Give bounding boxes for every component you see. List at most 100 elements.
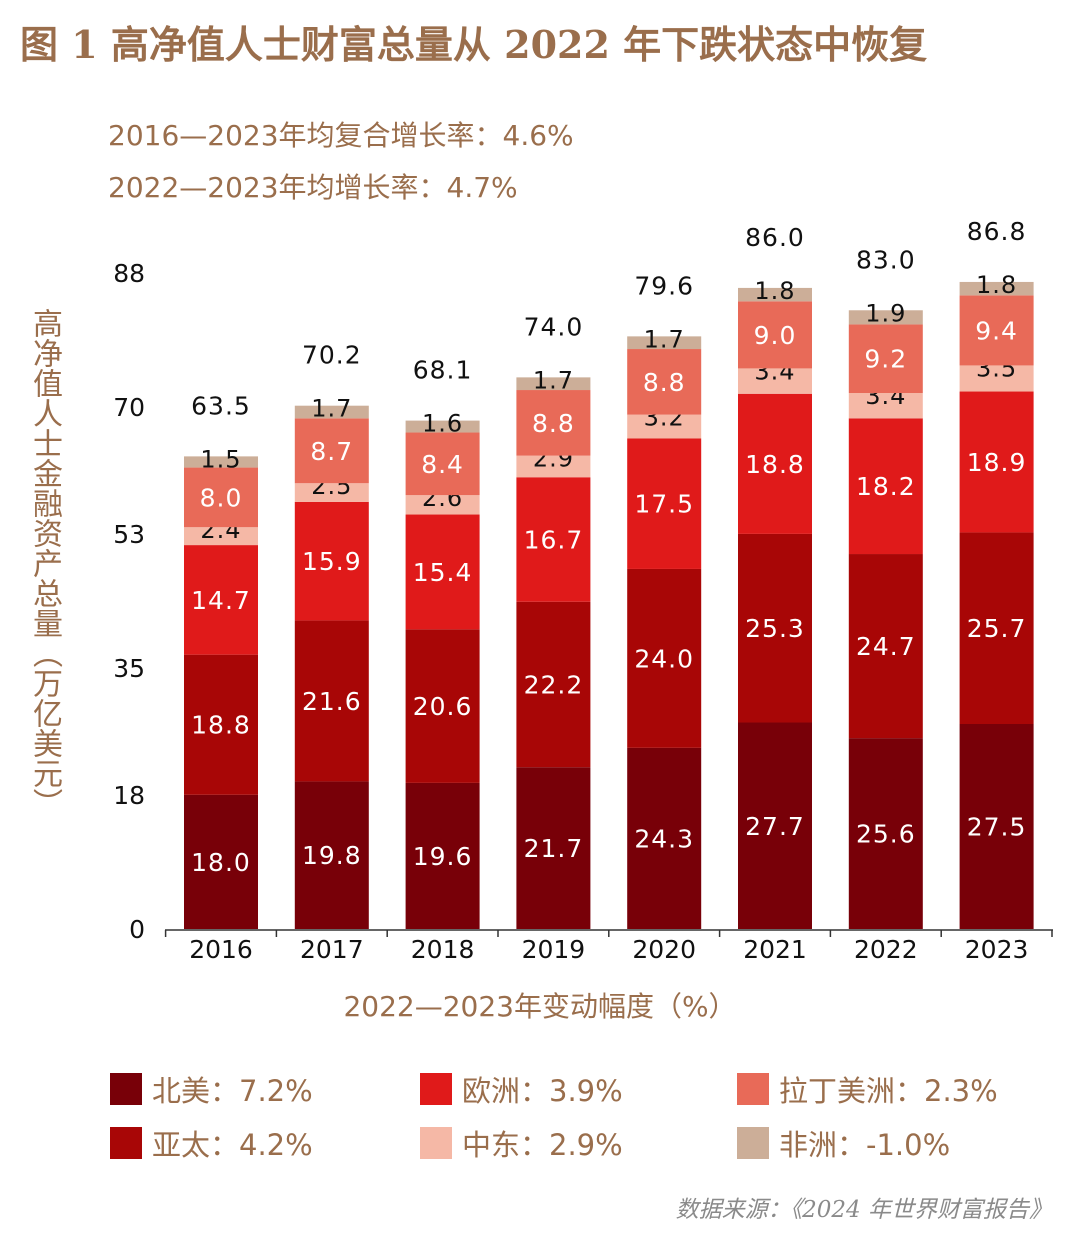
- bar-segment: [959, 281, 1034, 296]
- bar-segment: [516, 390, 591, 456]
- data-label: 8.7: [310, 437, 353, 466]
- bar-segment: [294, 405, 369, 419]
- total-label: 70.2: [302, 341, 362, 370]
- legend-swatch: [737, 1127, 769, 1159]
- bar-segment: [738, 368, 812, 394]
- legend-swatch: [420, 1127, 452, 1159]
- subtitle-cagr: 2016—2023年均复合增长率：4.6%: [108, 119, 574, 152]
- bar-segment: [294, 781, 369, 929]
- bar-segment: [627, 438, 702, 569]
- subtitle-yoy: 2022—2023年均增长率：4.7%: [108, 171, 518, 204]
- legend-label: 北美：7.2%: [152, 1074, 313, 1108]
- data-label: 19.8: [302, 841, 362, 870]
- bar-segment: [294, 501, 369, 621]
- data-label: 19.6: [413, 842, 473, 871]
- data-label: 9.2: [864, 345, 907, 374]
- bar-segment: [848, 418, 923, 555]
- data-label: 18.0: [191, 848, 251, 877]
- total-label: 83.0: [856, 245, 916, 274]
- data-label: 8.8: [532, 409, 575, 438]
- x-tick-label: 2016: [189, 935, 253, 964]
- data-label: 20.6: [413, 692, 473, 721]
- legend-swatch: [110, 1127, 142, 1159]
- bar-segment: [184, 794, 258, 929]
- bar-segment: [405, 420, 480, 433]
- bar-segment: [516, 767, 591, 929]
- bar-segment: [405, 514, 480, 630]
- legend-item: 北美：7.2%: [110, 1068, 313, 1110]
- bar-segment: [627, 349, 702, 415]
- y-tick-label: 88: [113, 259, 145, 288]
- x-tick-label: 2017: [300, 935, 364, 964]
- data-label: 18.2: [856, 472, 916, 501]
- bar-segment: [184, 545, 258, 655]
- legend-caption: 2022—2023年变动幅度（%）: [343, 990, 737, 1023]
- bar-segment: [405, 495, 480, 515]
- y-tick-label: 18: [113, 781, 145, 810]
- data-label: 18.8: [191, 711, 251, 740]
- total-label: 86.0: [745, 223, 805, 252]
- x-tick-label: 2018: [411, 935, 475, 964]
- legend-label: 亚太：4.2%: [152, 1128, 313, 1162]
- legend-item: 中东：2.9%: [420, 1122, 623, 1164]
- legend-swatch: [110, 1073, 142, 1105]
- data-label: 17.5: [634, 490, 694, 519]
- data-label: 15.9: [302, 547, 362, 576]
- legend-label: 中东：2.9%: [462, 1128, 623, 1162]
- bar-segment: [848, 324, 923, 394]
- y-tick-label: 70: [113, 393, 145, 422]
- data-label: 24.0: [634, 644, 694, 673]
- data-label: 22.2: [524, 670, 584, 699]
- data-label: 1.7: [311, 395, 352, 423]
- bar-segment: [184, 654, 258, 795]
- bar-segment: [959, 365, 1034, 392]
- bar-segment: [627, 336, 702, 350]
- legend-item: 欧洲：3.9%: [420, 1068, 623, 1110]
- bar-segment: [184, 527, 258, 546]
- y-tick-label: 0: [129, 915, 145, 944]
- bar-segment: [738, 287, 812, 302]
- data-label: 8.4: [421, 450, 464, 479]
- total-label: 74.0: [524, 312, 584, 341]
- data-label: 8.8: [643, 368, 686, 397]
- data-label: 1.9: [865, 299, 906, 327]
- bar-segment: [184, 467, 258, 528]
- data-label: 1.8: [754, 277, 795, 305]
- data-label: 21.6: [302, 687, 362, 716]
- bar-segment: [738, 722, 812, 929]
- legend-item: 亚太：4.2%: [110, 1122, 313, 1164]
- legend-label: 拉丁美洲：2.3%: [779, 1074, 998, 1108]
- data-label: 16.7: [524, 526, 584, 555]
- data-label: 18.9: [967, 448, 1027, 477]
- y-axis-label: 高净值人士金融资产总量（万亿美元）: [27, 308, 62, 818]
- x-tick-label: 2021: [743, 935, 807, 964]
- bar-segment: [848, 310, 923, 325]
- x-tick-label: 2023: [965, 935, 1029, 964]
- bar-segment: [959, 391, 1034, 533]
- bar-segment: [294, 418, 369, 484]
- legend-item: 拉丁美洲：2.3%: [737, 1068, 998, 1110]
- x-tick-label: 2020: [632, 935, 696, 964]
- y-tick-label: 53: [113, 520, 145, 549]
- data-label: 14.7: [191, 586, 251, 615]
- data-label: 21.7: [524, 834, 584, 863]
- chart-title: 图 1 高净值人士财富总量从 2022 年下跌状态中恢复: [20, 22, 928, 67]
- total-label: 68.1: [413, 356, 473, 385]
- legend-label: 欧洲：3.9%: [462, 1074, 623, 1108]
- bar-segment: [959, 532, 1034, 724]
- bar-segment: [405, 782, 480, 929]
- bar-segment: [959, 724, 1034, 929]
- total-label: 79.6: [634, 271, 694, 300]
- bar-segment: [848, 554, 923, 739]
- bar-segment: [294, 483, 369, 502]
- data-label: 24.3: [634, 824, 694, 853]
- data-label: 1.8: [976, 271, 1017, 299]
- data-label: 9.4: [975, 316, 1018, 345]
- bar-segment: [627, 414, 702, 439]
- data-label: 25.7: [967, 614, 1027, 643]
- bar-segment: [738, 301, 812, 369]
- bar-segment: [627, 747, 702, 929]
- bar-segment: [848, 393, 923, 419]
- data-label: 27.7: [745, 812, 805, 841]
- x-tick-label: 2022: [854, 935, 918, 964]
